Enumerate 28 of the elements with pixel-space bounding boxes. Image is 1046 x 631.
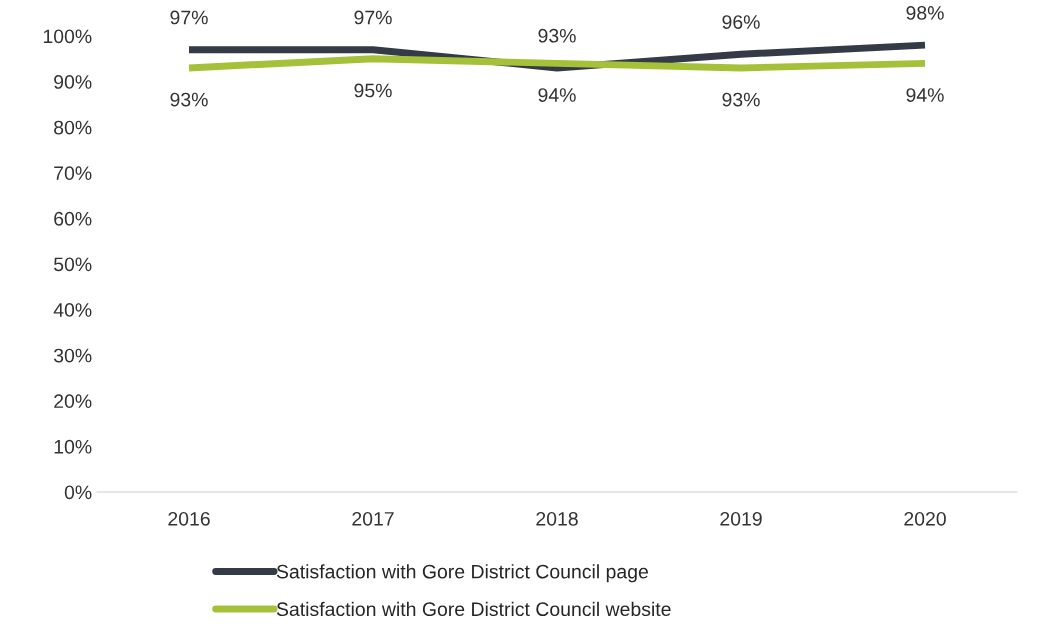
x-tick-label: 2020 — [904, 511, 946, 526]
y-tick-label: 50% — [54, 257, 92, 272]
data-label: 93% — [170, 92, 208, 107]
y-tick-label: 0% — [64, 485, 92, 500]
data-label: 96% — [722, 15, 760, 29]
y-tick-label: 100% — [43, 29, 92, 44]
y-tick-label: 40% — [53, 303, 92, 317]
data-label: 98% — [906, 6, 944, 20]
x-tick-label: 2018 — [536, 511, 578, 526]
data-label: 97% — [170, 10, 208, 25]
legend-label: Satisfaction with Gore District Council website — [276, 601, 671, 617]
x-tick-label: 2017 — [352, 511, 394, 526]
data-label: 94% — [906, 88, 944, 102]
data-label: 93% — [538, 28, 576, 43]
y-tick-label: 60% — [54, 211, 92, 226]
y-tick-label: 20% — [54, 394, 92, 409]
x-tick-label: 2019 — [720, 511, 762, 526]
y-tick-label: 90% — [54, 75, 92, 89]
y-tick-label: 70% — [54, 166, 92, 181]
data-label: 95% — [354, 83, 392, 98]
data-label: 93% — [722, 92, 760, 107]
y-tick-label: 80% — [54, 120, 92, 135]
y-tick-label: 30% — [53, 348, 92, 363]
data-label: 97% — [354, 10, 392, 25]
y-tick-label: 10% — [54, 439, 92, 454]
data-label: 94% — [538, 88, 576, 102]
x-tick-label: 2016 — [168, 511, 210, 526]
legend-label: Satisfaction with Gore District Council page — [276, 564, 648, 583]
